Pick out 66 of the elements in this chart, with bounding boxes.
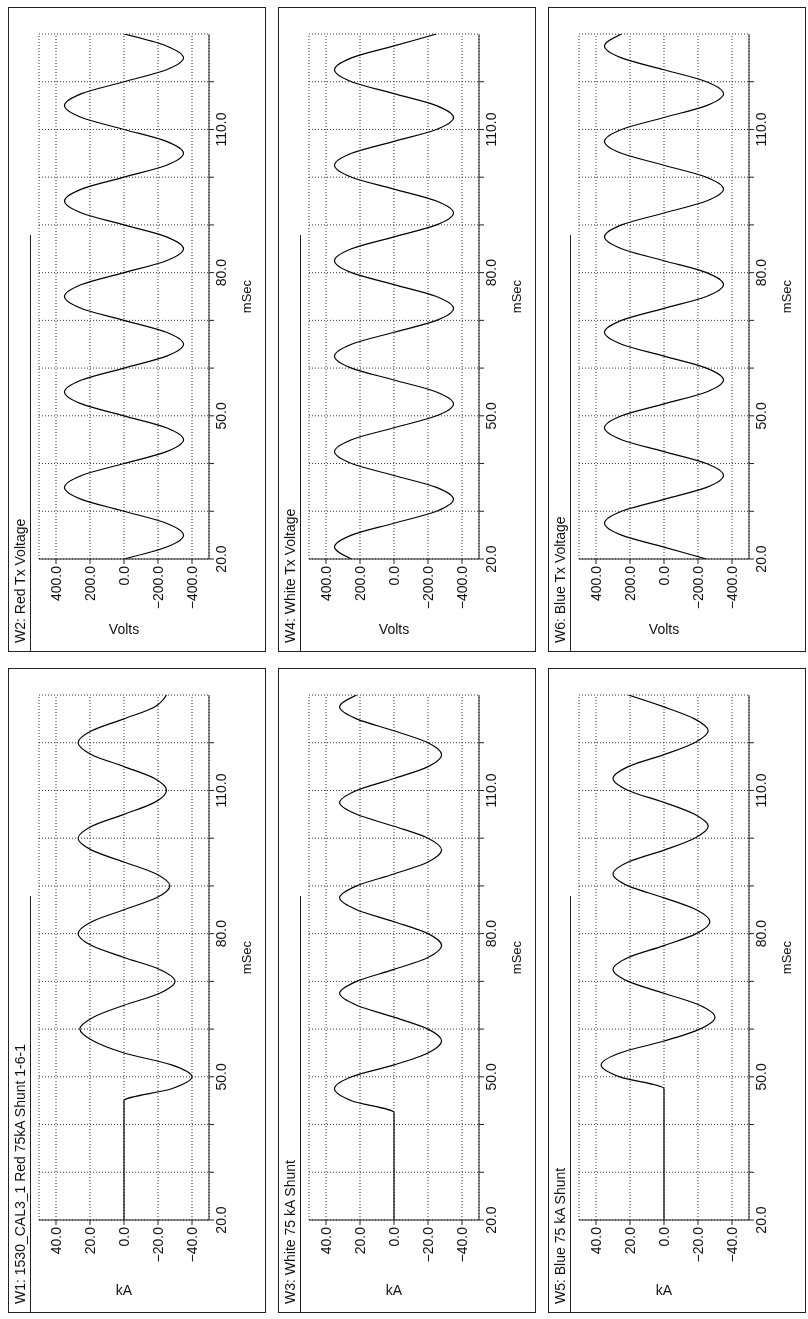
x-tick-label: 400.0: [47, 565, 64, 602]
x-tick-label: −20.0: [689, 1226, 706, 1263]
x-tick-label: −20.0: [149, 1226, 166, 1263]
y-tick-label: 50.0: [482, 1062, 499, 1091]
x-tick-label: 200.0: [81, 565, 98, 602]
x-tick-label: −400.0: [453, 565, 470, 610]
y-tick-label: 80.0: [212, 919, 229, 948]
x-axis-title: Volts: [108, 621, 140, 638]
y-axis-title: mSec: [239, 279, 254, 314]
y-axis-title: mSec: [779, 940, 794, 975]
x-axis-title: kA: [115, 1282, 133, 1298]
x-tick-label: −200.0: [149, 565, 166, 610]
x-tick-label: 0.0: [115, 565, 132, 586]
y-tick-label: 80.0: [212, 258, 229, 287]
x-tick-label: 400.0: [587, 565, 604, 602]
text: W3: White 75 kA Shunt: [279, 896, 301, 1312]
x-tick-label: −200.0: [689, 565, 706, 610]
y-axis-title: mSec: [239, 940, 254, 975]
y-tick-label: 80.0: [752, 919, 769, 948]
y-tick-label: 110.0: [482, 112, 499, 147]
x-tick-label: −400.0: [723, 565, 740, 610]
y-tick-label: 50.0: [482, 401, 499, 430]
y-tick-label: 50.0: [212, 401, 229, 430]
y-tick-label: 80.0: [752, 258, 769, 287]
x-tick-label: 0.0: [655, 1226, 672, 1247]
x-axis-title: kA: [655, 1282, 673, 1298]
text: W6: Blue Tx Voltage: [549, 235, 571, 651]
text: W5: Blue 75 kA Shunt: [549, 896, 571, 1312]
y-axis-title: mSec: [509, 279, 524, 314]
text: W2: Red Tx Voltage: [9, 235, 31, 651]
x-tick-label: 40.0: [47, 1226, 64, 1255]
x-tick-label: 0.0: [385, 1226, 402, 1247]
y-tick-label: 50.0: [212, 1062, 229, 1091]
x-tick-label: 20.0: [621, 1226, 638, 1255]
x-tick-label: 200.0: [621, 565, 638, 602]
text: W1: 1530_CAL3_1 Red 75kA Shunt 1-6-1: [9, 896, 31, 1312]
y-tick-label: 110.0: [752, 773, 769, 808]
y-tick-label: 50.0: [752, 401, 769, 430]
x-tick-label: 40.0: [587, 1226, 604, 1255]
y-tick-label: 110.0: [482, 773, 499, 808]
x-tick-label: −40.0: [183, 1226, 200, 1263]
x-tick-label: 200.0: [351, 565, 368, 602]
y-axis-title: mSec: [509, 940, 524, 975]
x-tick-label: 0.0: [385, 565, 402, 586]
y-tick-label: 80.0: [482, 258, 499, 287]
x-tick-label: 20.0: [351, 1226, 368, 1255]
y-tick-label: 50.0: [752, 1062, 769, 1091]
x-tick-label: 0.0: [655, 565, 672, 586]
x-tick-label: 0.0: [115, 1226, 132, 1247]
x-tick-label: 400.0: [317, 565, 334, 602]
x-axis-title: kA: [385, 1282, 403, 1298]
x-tick-label: 40.0: [317, 1226, 334, 1255]
y-tick-label: 80.0: [482, 919, 499, 948]
x-tick-label: −40.0: [453, 1226, 470, 1263]
text: W4: White Tx Voltage: [279, 235, 301, 651]
x-tick-label: −200.0: [419, 565, 436, 610]
x-axis-title: Volts: [378, 621, 410, 638]
y-tick-label: 110.0: [212, 112, 229, 147]
x-tick-label: −400.0: [183, 565, 200, 610]
x-axis-title: Volts: [648, 621, 680, 638]
x-tick-label: −20.0: [419, 1226, 436, 1263]
y-axis-title: mSec: [779, 279, 794, 314]
x-tick-label: 20.0: [81, 1226, 98, 1255]
y-tick-label: 110.0: [752, 112, 769, 147]
y-tick-label: 110.0: [212, 773, 229, 808]
x-tick-label: −40.0: [723, 1226, 740, 1263]
